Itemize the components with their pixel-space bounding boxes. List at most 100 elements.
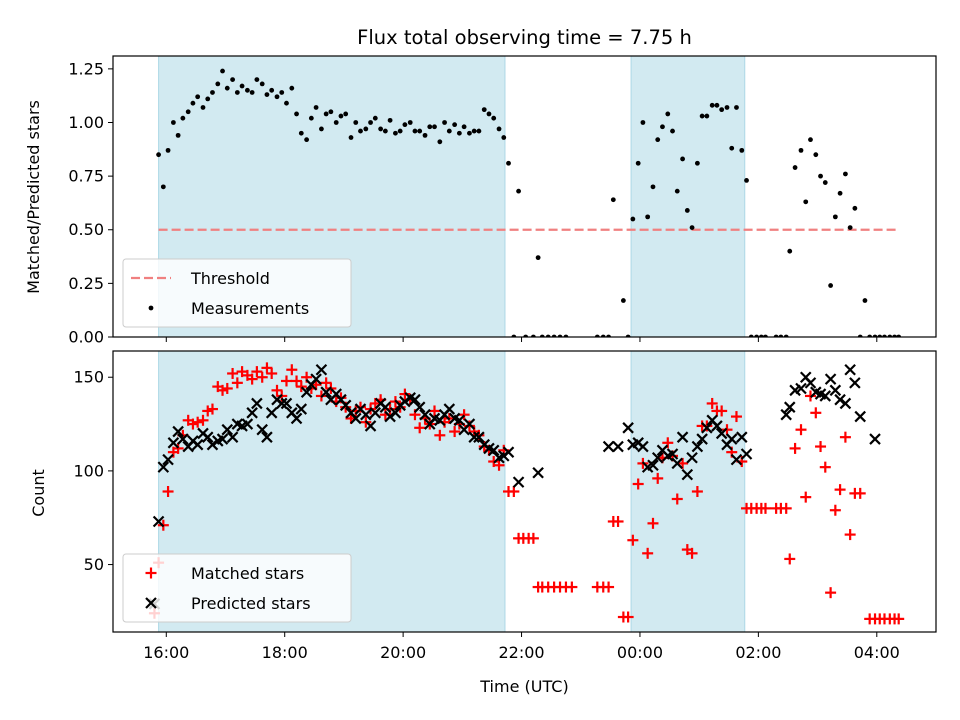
data-point-counts-0-51 [399, 388, 411, 400]
data-point-counts-1-42-b [354, 403, 367, 415]
data-point-ratio-0-94 [660, 124, 665, 130]
data-point-counts-0-131 [825, 587, 837, 599]
legend-ratio: Threshold Measurements [122, 258, 352, 328]
data-point-counts-1-80 [637, 440, 649, 453]
data-point-counts-0-124 [789, 442, 801, 454]
data-point-ratio-0-103 [704, 113, 710, 119]
data-point-counts-1-92-b [696, 433, 708, 445]
data-point-counts-1-51 [399, 395, 411, 408]
data-point-counts-0-23 [261, 362, 273, 374]
data-point-counts-1-107-b [804, 377, 817, 389]
data-point-counts-1-22-b [256, 423, 268, 436]
data-point-ratio-0-122 [803, 199, 809, 205]
data-point-counts-1-102 [780, 408, 792, 421]
data-point-counts-1-62-b [453, 414, 466, 427]
data-point-counts-1-16 [226, 431, 239, 443]
data-point-ratio-0-35 [328, 109, 334, 115]
data-point-counts-0-77 [527, 532, 539, 544]
data-point-ratio-0-134 [862, 298, 868, 303]
data-point-counts-1-83-b [651, 452, 664, 464]
data-point-ratio-0-97 [674, 188, 680, 194]
data-point-counts-0-91 [622, 611, 634, 623]
data-point-ratio-0-43 [368, 120, 373, 125]
data-point-counts-1-44 [364, 420, 377, 432]
data-point-counts-0-25 [271, 384, 283, 396]
data-point-ratio-0-61 [456, 130, 462, 136]
data-point-counts-1-33 [310, 373, 322, 385]
y-tick-label-ratio-4: 1.00 [68, 113, 104, 132]
data-point-ratio-0-4 [175, 132, 181, 138]
data-point-counts-1-82 [647, 459, 659, 472]
data-point-ratio-0-100 [689, 225, 695, 231]
data-point-ratio-0-104 [709, 102, 715, 108]
data-point-counts-1-33-b [310, 373, 322, 385]
data-point-ratio-0-13 [220, 68, 225, 74]
x-tick-label-5: 02:00 [735, 643, 781, 662]
y-tick-label-ratio-0: 0.00 [68, 328, 104, 347]
data-point-counts-0-101 [671, 493, 683, 505]
data-point-counts-1-118-b [869, 433, 881, 445]
data-point-ratio-0-95 [665, 111, 671, 117]
data-point-ratio-0-3 [170, 120, 176, 125]
data-point-ratio-0-129 [837, 190, 843, 196]
data-point-counts-1-41 [349, 412, 362, 425]
data-point-counts-1-19 [241, 418, 254, 430]
data-point-counts-1-35 [320, 386, 332, 398]
data-point-ratio-0-89 [635, 160, 641, 166]
data-point-ratio-0-91 [645, 214, 651, 220]
data-point-counts-1-21 [251, 397, 263, 410]
data-point-counts-1-99-b [730, 453, 743, 466]
data-point-counts-1-53 [409, 393, 421, 406]
shaded-span-ratio-1 [630, 55, 746, 338]
data-point-ratio-0-109 [734, 105, 739, 110]
data-point-ratio-0-48 [393, 130, 398, 136]
data-point-ratio-0-36 [333, 120, 339, 125]
legend-label-counts-1: Predicted stars [191, 594, 311, 613]
data-point-counts-1-87-b [671, 457, 684, 470]
data-point-ratio-0-88 [630, 216, 636, 222]
data-point-counts-1-12 [206, 438, 219, 451]
data-point-ratio-0-98 [680, 156, 685, 162]
data-point-counts-1-112 [829, 384, 842, 397]
data-point-ratio-0-2 [165, 147, 171, 153]
data-point-counts-0-92 [627, 534, 639, 546]
data-point-counts-0-24 [266, 367, 278, 379]
data-point-counts-1-48-b [384, 410, 396, 423]
data-point-counts-1-15 [221, 423, 234, 436]
data-point-ratio-0-68 [491, 115, 497, 121]
data-layer-ratio [156, 68, 902, 337]
data-point-counts-0-29 [291, 375, 303, 387]
data-point-counts-1-65-b [468, 431, 480, 443]
data-point-ratio-0-123 [808, 137, 813, 143]
data-point-ratio-0-128 [832, 214, 838, 220]
data-point-counts-1-105-b [795, 382, 807, 395]
data-point-counts-1-102-b [780, 408, 792, 421]
data-point-counts-1-12-b [206, 438, 219, 451]
data-point-ratio-0-106 [719, 107, 725, 113]
data-point-counts-1-88-b [676, 431, 689, 443]
data-point-counts-1-14-b [216, 433, 229, 445]
data-point-ratio-0-59 [446, 128, 452, 134]
data-point-ratio-0-30 [304, 137, 310, 143]
data-point-counts-1-41-b [349, 412, 362, 425]
data-point-counts-0-57 [429, 405, 441, 417]
data-point-ratio-0-58 [442, 120, 447, 125]
data-point-counts-1-17-b [231, 418, 244, 430]
data-point-ratio-0-26 [284, 100, 289, 106]
legend-label-ratio-0: Threshold [190, 269, 270, 288]
data-point-counts-1-83 [651, 452, 664, 464]
x-tick-label-2: 20:00 [380, 643, 426, 662]
data-point-counts-1-80-b [637, 440, 649, 453]
data-point-counts-1-86 [666, 448, 679, 460]
data-point-counts-1-53-b [409, 393, 421, 406]
legend-marker-counts-1-b [145, 597, 157, 609]
data-point-counts-1-55 [419, 408, 431, 421]
data-point-ratio-0-85 [610, 197, 616, 203]
data-point-counts-1-113 [834, 393, 846, 406]
data-point-counts-0-93 [632, 478, 644, 490]
data-point-counts-1-45-b [369, 407, 382, 419]
x-tick-label-0: 16:00 [143, 643, 189, 662]
data-point-counts-1-98 [725, 433, 738, 445]
data-point-ratio-0-127 [828, 283, 834, 288]
data-point-counts-0-108 [706, 397, 718, 409]
